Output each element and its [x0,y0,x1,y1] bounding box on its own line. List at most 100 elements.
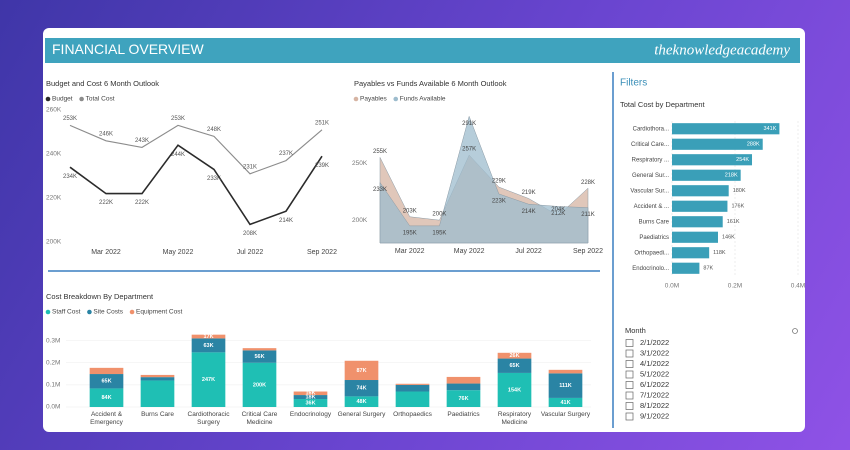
data-label: 341K [764,126,777,132]
bar-segment [191,352,226,407]
data-label: 63K [203,343,213,349]
bar-segment [548,369,583,374]
bar-segment [242,350,277,363]
bar [672,216,723,228]
data-label: 200K [432,212,446,218]
data-label: 214K [522,209,536,215]
data-label: 291K [462,121,476,127]
x-tick-label: May 2022 [454,248,485,255]
data-label: 254K [736,157,749,163]
data-label: 195K [432,230,446,236]
data-label: 288K [747,142,760,148]
bar-segment [344,380,379,397]
bar [672,154,753,166]
bar-segment [89,388,124,407]
data-label: 231K [243,164,257,170]
clear-icon[interactable] [792,328,798,334]
data-label: 229K [492,179,506,185]
slicer-item[interactable]: 7/1/2022 [640,390,669,399]
bar-segment [293,395,328,400]
bar [672,231,718,243]
legend-label: Budget [52,96,73,103]
slicer-item[interactable]: 6/1/2022 [640,380,669,389]
bar-segment [344,396,379,407]
x-tick-label: Orthopaedics [393,411,432,418]
data-label: 16K [305,391,315,397]
data-label: 203K [403,208,417,214]
checkbox[interactable] [625,412,634,421]
checkbox[interactable] [625,391,634,400]
x-tick-label: Accident & Emergency [90,411,123,426]
data-label: 248K [207,127,221,133]
checkbox[interactable] [625,349,634,358]
y-tick-label: Orthopaedi... [634,250,669,256]
data-label: 36K [305,400,315,406]
data-label: 154K [508,387,521,393]
bar-segment [497,358,532,373]
legend-marker [129,309,135,315]
checkbox[interactable] [625,360,634,368]
y-tick-label: Respiratory ... [632,157,670,163]
slicer-item[interactable]: 5/1/2022 [640,369,669,378]
data-label: 74K [356,386,366,392]
data-label: 208K [243,231,257,237]
slicer-title: Month [625,326,646,335]
x-tick-label: Mar 2022 [91,249,121,256]
slicer-item[interactable]: 4/1/2022 [640,359,669,368]
data-label: 253K [63,116,77,122]
bar-segment [191,338,226,353]
filters-title: Filters [620,78,647,89]
checkbox[interactable] [625,370,634,379]
x-tick-label: Jul 2022 [515,248,542,255]
legend-marker [353,96,359,102]
bar [672,123,780,135]
data-label: 146K [722,235,735,241]
x-tick-label: Mar 2022 [395,248,425,255]
data-label: 246K [99,131,113,137]
legend-marker [45,309,51,315]
data-label: 180K [733,188,746,194]
checkbox[interactable] [625,381,634,389]
data-label: 87K [356,368,366,374]
data-label: 251K [315,120,329,126]
data-label: 176K [731,204,744,210]
bar-segment [395,384,430,392]
bar-segment [140,374,175,378]
y-tick-label: Endocrinolo... [632,266,669,272]
legend-marker [393,96,399,102]
data-label: 228K [581,180,595,186]
slicer-item[interactable]: 9/1/2022 [640,411,669,420]
bar [672,262,700,274]
data-label: 234K [63,174,77,180]
y-tick-label: 0.0M [46,404,60,411]
x-tick-label: Respiratory Medicine [497,411,532,426]
slicer-item[interactable]: 8/1/2022 [640,401,669,410]
y-tick-label: Critical Care... [631,142,669,148]
x-tick-label: Paediatrics [447,411,480,418]
y-tick-label: 260K [46,107,62,114]
bar-segment [446,376,481,384]
legend-label: Site Costs [93,309,123,316]
slicer-item[interactable]: 3/1/2022 [640,348,669,357]
bar-segment [191,334,226,339]
x-tick-label: Cardiothoracic Surgery [187,411,230,426]
checkbox[interactable] [625,339,634,347]
data-label: 195K [403,230,417,236]
data-label: 247K [202,377,215,383]
bar-segment [89,367,124,375]
data-label: 76K [458,396,468,402]
slicer-item[interactable]: 2/1/2022 [640,338,669,347]
bar-segment [89,374,124,389]
legend-marker [45,96,51,102]
y-tick-label: Cardiothora... [633,126,670,132]
legend-label: Funds Available [400,96,446,103]
y-tick-label: 200K [46,239,62,246]
data-label: 87K [703,266,713,272]
data-label: 243K [135,138,149,144]
y-tick-label: 250K [352,160,368,167]
data-label: 214K [279,218,293,224]
x-tick-label: 0.4M [791,283,805,290]
data-label: 161K [727,219,740,225]
checkbox[interactable] [625,402,634,410]
